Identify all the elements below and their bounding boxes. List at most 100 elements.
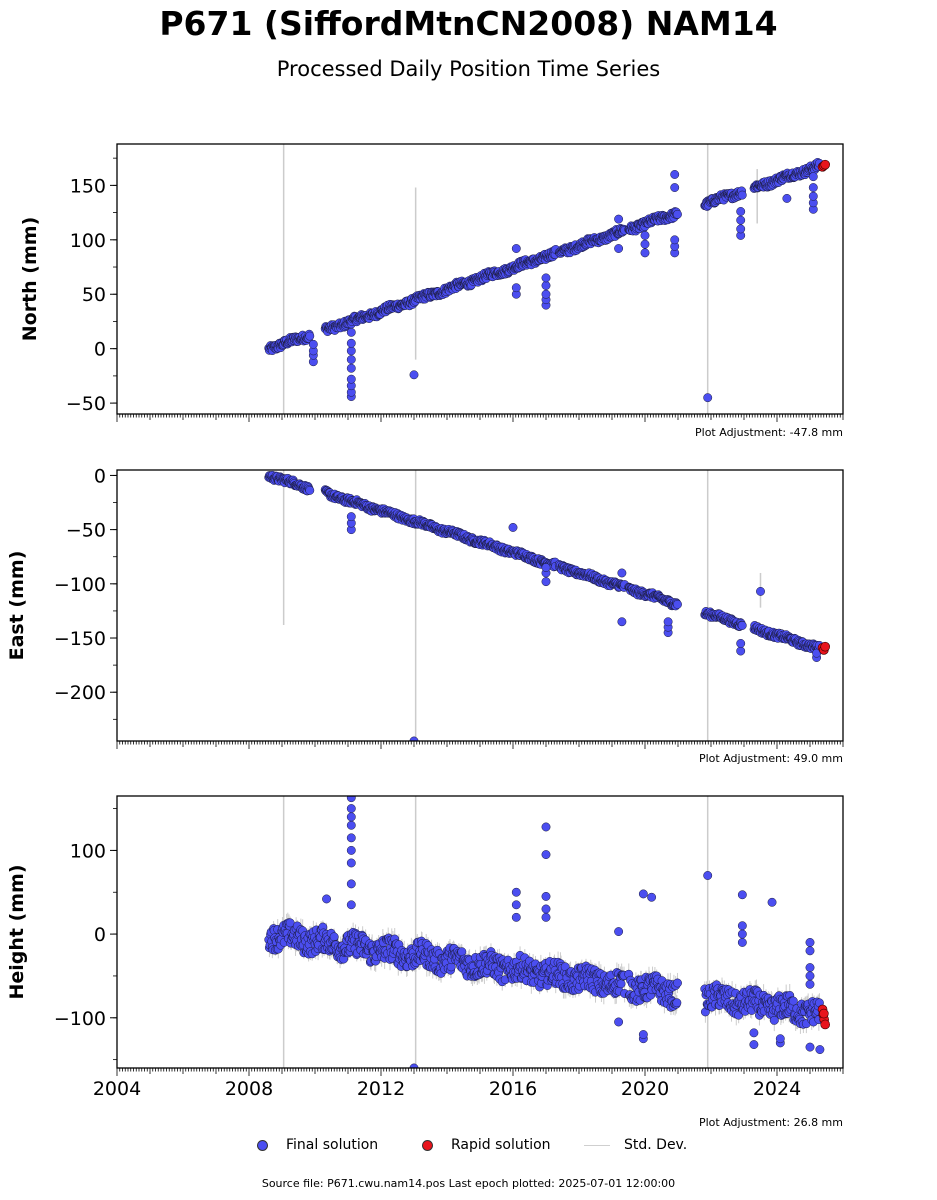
final-solution-point (737, 929, 747, 939)
legend-rapid: Rapid solution (422, 1137, 551, 1153)
final-solution-point (511, 900, 521, 910)
final-solution-point (614, 927, 624, 937)
final-solution-point (616, 979, 626, 989)
final-solution-point (346, 804, 356, 814)
final-solution-point (640, 231, 650, 240)
final-solution-point (346, 812, 356, 822)
x-tick-label: 2004 (93, 1078, 141, 1100)
plot-area (264, 470, 830, 741)
y-tick-label: −100 (54, 1008, 106, 1030)
final-solution-point (346, 338, 356, 348)
final-solution-point (511, 912, 521, 922)
plot-frame (116, 469, 844, 742)
final-solution-point (673, 599, 682, 609)
legend-rapid-label: Rapid solution (451, 1137, 551, 1153)
final-solution-point (805, 1042, 815, 1052)
final-solution-point (541, 850, 551, 860)
final-solution-point (737, 890, 747, 900)
final-solution-point (736, 638, 746, 648)
final-solution-point (670, 183, 680, 192)
final-solution-point (736, 224, 746, 234)
final-solution-point (672, 998, 682, 1008)
y-tick-label: −150 (54, 628, 106, 650)
legend-final-label: Final solution (286, 1137, 379, 1153)
y-tick-label: 0 (94, 924, 106, 946)
std-dev-line-icon (584, 1144, 610, 1146)
final-solution-point (815, 1045, 825, 1055)
final-solution-point (640, 239, 650, 249)
final-solution-point (614, 1017, 624, 1027)
final-solution-point (346, 363, 356, 373)
y-tick-label: 50 (82, 284, 106, 306)
final-solution-point (541, 912, 551, 922)
legend-final: Final solution (257, 1137, 378, 1153)
x-tick-label: 2024 (753, 1078, 801, 1100)
final-solution-point (617, 617, 627, 627)
y-axis-label: East (mm) (6, 551, 28, 661)
rapid-solution-point (820, 1019, 830, 1030)
final-solution-point (346, 845, 356, 855)
rapid-solution-point (819, 1008, 829, 1019)
final-solution-point (805, 946, 815, 956)
final-solution-point (673, 978, 682, 988)
final-solution-point (737, 938, 747, 947)
y-tick-label: 100 (70, 840, 106, 862)
final-solution-point (614, 214, 624, 224)
final-solution-point (346, 879, 356, 889)
final-solution-point (808, 183, 818, 192)
final-solution-point (663, 617, 673, 627)
final-solution-point (808, 172, 818, 182)
final-solution-point (541, 273, 551, 283)
y-tick-label: −50 (66, 520, 106, 542)
final-solution-point (322, 894, 331, 904)
y-tick-label: 0 (94, 465, 106, 487)
x-tick-label: 2008 (225, 1078, 273, 1100)
final-solution-point (308, 339, 318, 349)
final-solution-point (617, 568, 627, 578)
final-solution-point (638, 1030, 648, 1039)
final-solution-point (346, 858, 356, 868)
final-solution-point (346, 346, 356, 356)
source-file-note: Source file: P671.cwu.nam14.pos Last epo… (261, 1177, 676, 1190)
final-solution-point (346, 327, 356, 337)
final-solution-point (737, 621, 747, 630)
y-axis-label: North (mm) (19, 217, 41, 342)
final-solution-point (511, 244, 521, 253)
final-solution-point (329, 932, 339, 942)
plot-area (264, 144, 830, 414)
final-solution-point (756, 586, 765, 596)
final-solution-point (346, 796, 356, 803)
chart-title: P671 (SiffordMtnCN2008) NAM14 (159, 4, 778, 43)
y-axis-label: Height (mm) (6, 864, 28, 999)
chart-subtitle: Processed Daily Position Time Series (276, 57, 661, 81)
final-solution-point (508, 523, 518, 532)
final-solution-point (670, 235, 680, 245)
final-solution-point (736, 215, 746, 225)
final-solution-point (647, 892, 657, 902)
y-tick-label: 0 (94, 339, 106, 361)
final-solution-point (457, 947, 467, 957)
final-solution-point (749, 1028, 759, 1038)
final-solution-point (541, 281, 551, 290)
x-tick-label: 2016 (489, 1078, 537, 1100)
final-solution-point (346, 833, 356, 843)
final-solution-point (511, 887, 521, 897)
final-solution-point (673, 209, 682, 219)
final-solution-point (541, 563, 551, 573)
legend: Final solution Rapid solution Std. Dev. (0, 1137, 937, 1159)
final-solution-point (769, 1015, 779, 1025)
final-solution-point (703, 393, 713, 403)
plot-adjustment-label: Plot Adjustment: 26.8 mm (699, 1116, 843, 1129)
plot-frame (116, 795, 844, 1069)
final-solution-point (346, 820, 356, 830)
final-solution-point (805, 963, 815, 973)
panel-0: 150 100 50 0 −50 North (mm) Plot Adjustment: -… (19, 143, 844, 439)
panel-2: 100 0 −100 Height (mm) Plot Adjustment: 26.8… (6, 795, 844, 1129)
final-solution-point (409, 370, 419, 380)
final-solution-point (737, 190, 747, 200)
final-solution-point (805, 938, 815, 947)
final-solution-point (736, 207, 746, 216)
y-tick-label: −100 (54, 574, 106, 596)
final-solution-point (346, 374, 356, 384)
final-solution-point (614, 244, 624, 253)
